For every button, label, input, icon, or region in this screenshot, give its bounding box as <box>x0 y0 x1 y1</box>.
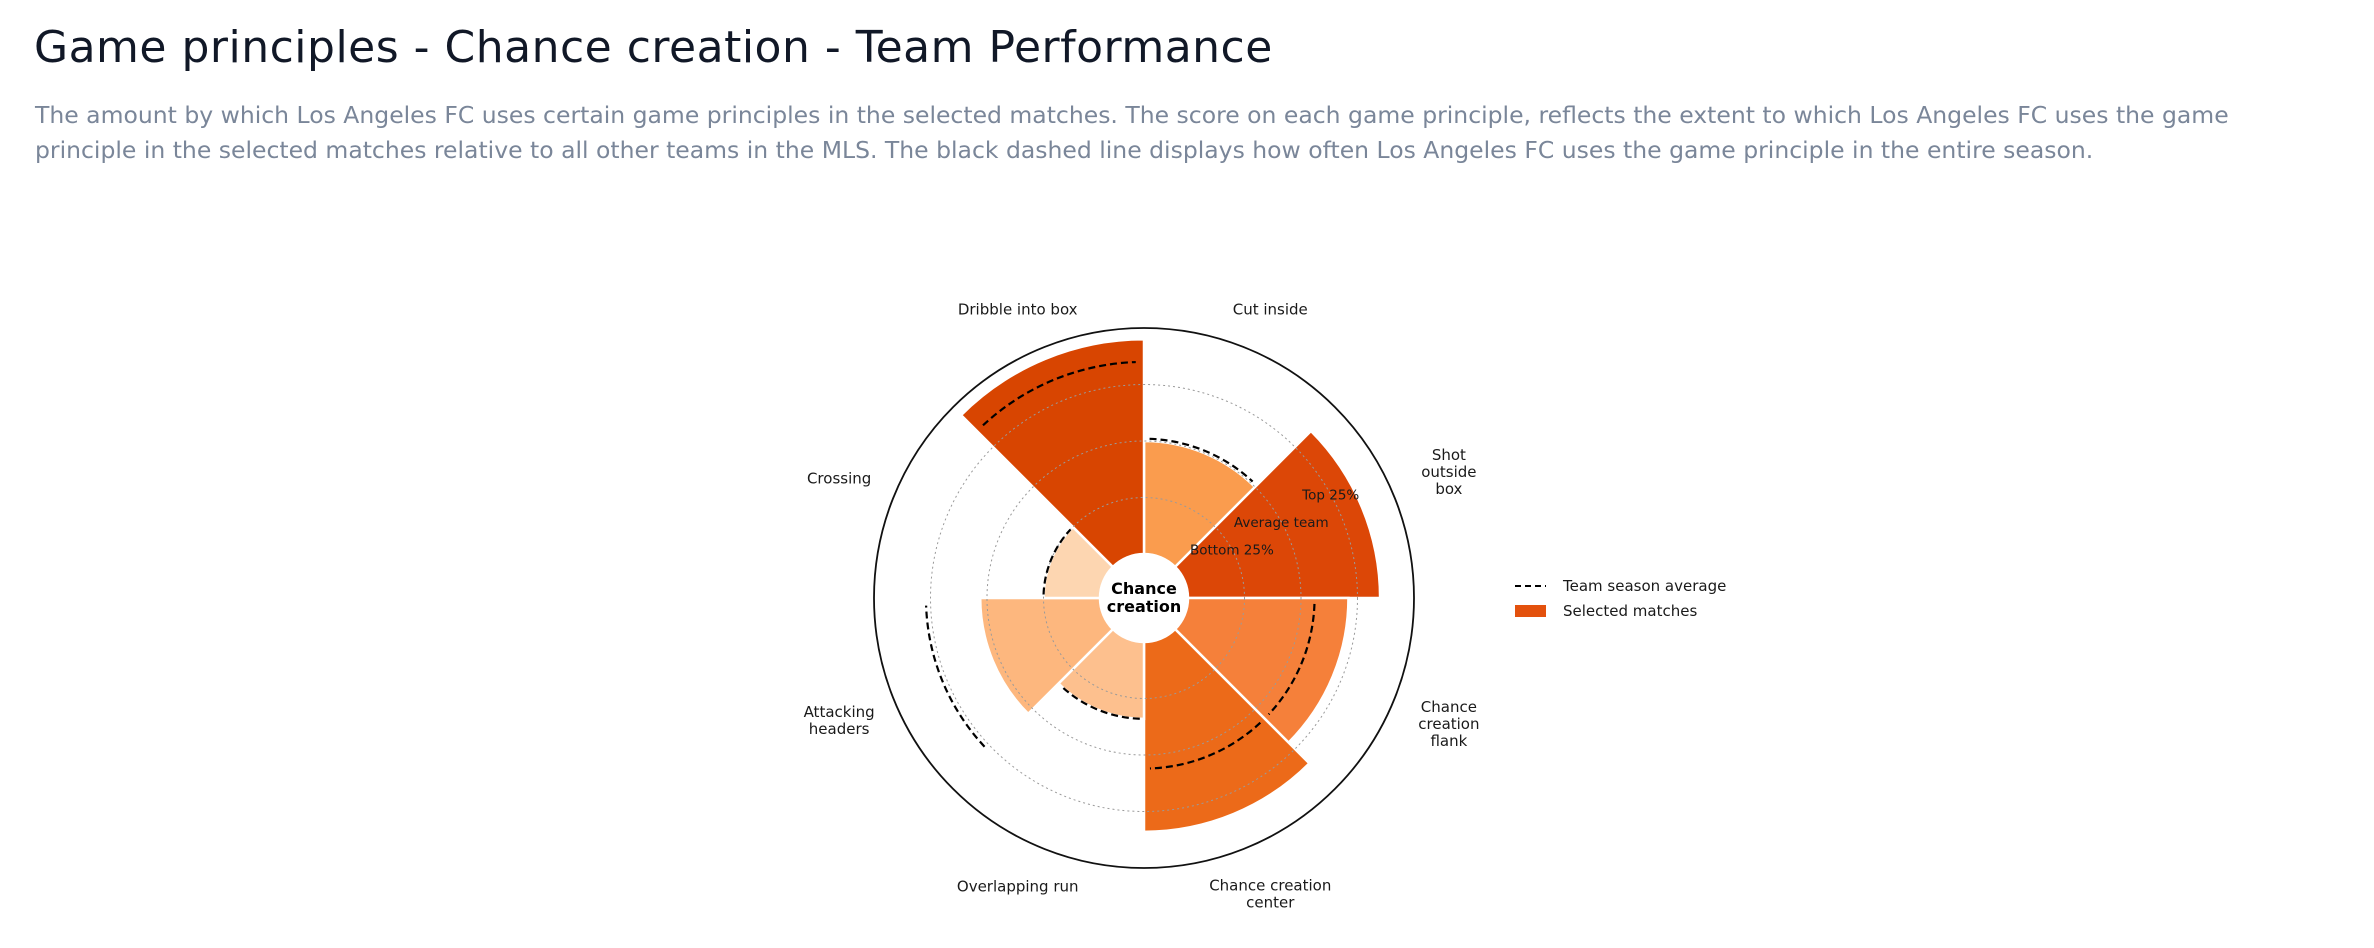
category-label-crossing: Crossing <box>807 470 871 488</box>
ring-top-25 <box>930 384 1358 812</box>
category-label-overlapping-run: Overlapping run <box>957 877 1079 895</box>
season-average-overlapping-run <box>1060 685 1140 720</box>
wedge-chance-creation-flank <box>1173 596 1350 745</box>
season-average-cut-inside <box>1149 437 1254 483</box>
center-label: Chance creation <box>1107 579 1182 616</box>
center-circle <box>1102 556 1186 640</box>
page-description: The amount by which Los Angeles FC uses … <box>35 101 2229 164</box>
outer-ring <box>873 327 1415 869</box>
ring-label-bottom-25: Bottom 25% <box>1190 542 1274 558</box>
reference-rings <box>873 327 1415 869</box>
category-label-chance-creation-center: Chance creation center <box>1209 877 1331 912</box>
wedge-shot-outside-box <box>1173 429 1382 600</box>
category-label-cut-inside: Cut inside <box>1233 301 1308 319</box>
season-average-chance-creation-flank <box>1267 603 1316 716</box>
ring-label-average-team: Average team <box>1234 515 1329 531</box>
legend-label-team-season-average: Team season average <box>1562 577 1726 595</box>
ring-bottom-25 <box>1043 497 1245 699</box>
season-average-arcs <box>925 360 1316 770</box>
category-label-attacking-headers: Attacking headers <box>804 703 875 738</box>
wedge-chance-creation-center <box>1142 627 1312 834</box>
legend: Team season average Selected matches <box>1515 577 1726 620</box>
category-label-dribble-into-box: Dribble into box <box>958 301 1078 319</box>
season-average-attacking-headers <box>925 605 986 748</box>
page-title: Game principles - Chance creation - Team… <box>34 22 1273 73</box>
center-hub: Chance creation <box>1102 556 1186 640</box>
wedge-dribble-into-box <box>959 338 1146 569</box>
season-average-dribble-into-box <box>982 360 1136 427</box>
season-average-chance-creation-center <box>1149 721 1262 770</box>
ring-average-team <box>986 440 1302 756</box>
category-label-shot-outside-box: Shot outside box <box>1421 446 1476 498</box>
season-average-crossing <box>1042 528 1072 595</box>
category-labels: Cut inside Shot outside box Chance creation fl… <box>804 301 1480 912</box>
reference-ring-labels: Bottom 25% Average team Top 25% <box>1190 487 1359 558</box>
ring-label-top-25: Top 25% <box>1301 487 1359 503</box>
category-label-chance-creation-flank: Chance creation flank <box>1418 698 1479 750</box>
legend-filled-swatch <box>1515 605 1546 617</box>
legend-label-selected-matches: Selected matches <box>1563 602 1697 620</box>
